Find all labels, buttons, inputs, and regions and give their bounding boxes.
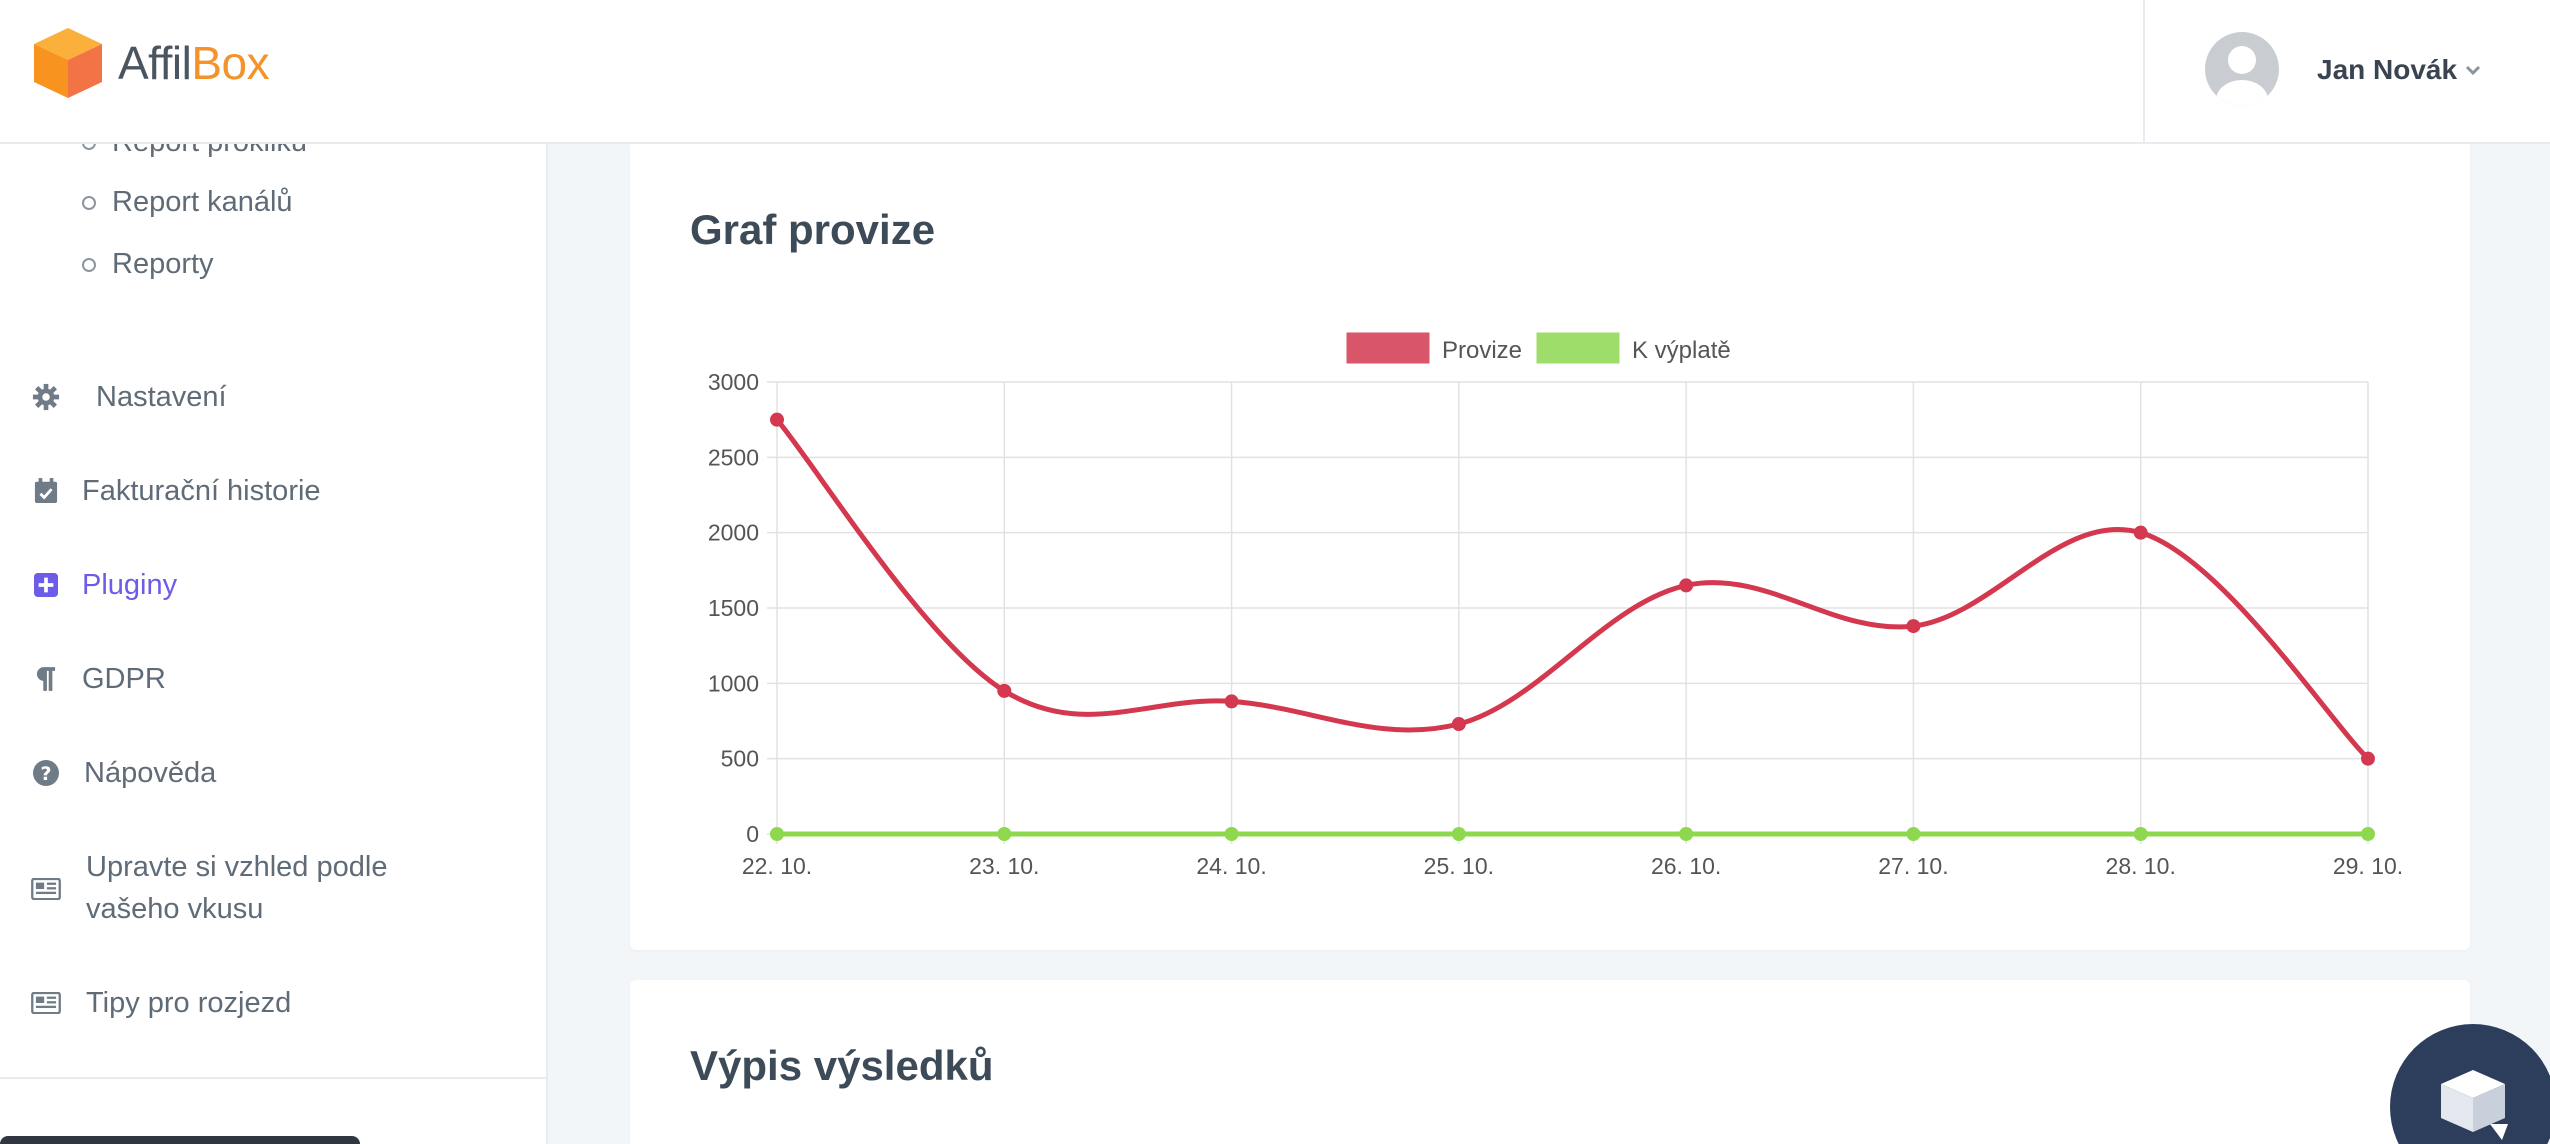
sidebar-item-nastaveni[interactable]: Nastavení [30,376,227,418]
data-point-series-1 [1224,827,1239,841]
user-name[interactable]: Jan Novák [2317,54,2458,85]
sidebar-item-tipy-pro-rozjezd[interactable]: Tipy pro rozjezd [30,982,291,1024]
chevron-down-icon[interactable] [2459,56,2487,84]
y-tick-label: 1000 [708,670,759,696]
x-tick-label: 26. 10. [1651,853,1721,879]
data-point-series-0 [1906,619,1921,634]
results-card: Výpis výsledků [630,980,2470,1144]
data-point-series-0 [770,412,784,427]
sidebar-divider [0,1077,546,1079]
y-tick-label: 1500 [708,595,759,621]
bullet-icon [82,195,96,210]
sidebar-item-pluginy[interactable]: Pluginy [30,564,177,606]
data-point-series-1 [770,827,784,841]
data-point-series-1 [2361,827,2375,841]
gear-icon [30,376,62,418]
data-point-series-0 [1224,694,1239,709]
sidebar-subitem-label: Report prokliků [112,144,307,159]
brand-name: AffilBox [118,37,270,89]
legend-label: K výplatě [1632,337,1731,364]
x-tick-label: 28. 10. [2106,853,2176,879]
sidebar-item-label: Nápověda [84,757,217,789]
newspaper-icon [30,982,62,1024]
sidebar-item-label: Tipy pro rozjezd [86,987,292,1019]
legend-swatch [1536,332,1620,364]
series-line-0 [775,418,2370,761]
user-avatar-icon[interactable] [2205,32,2279,106]
y-tick-label: 0 [746,821,759,847]
user-menu[interactable]: Jan Novák [2143,0,2550,144]
data-point-series-1 [1679,827,1694,841]
bullet-icon [82,144,96,150]
brand-logo[interactable]: AffilBox [32,26,270,100]
sidebar-footer-edge [0,1136,360,1144]
y-tick-label: 3000 [708,369,759,395]
data-point-series-0 [2361,751,2375,766]
sidebar-item-napoveda[interactable]: ? Nápověda [30,752,216,794]
x-tick-label: 22. 10. [742,853,812,879]
sidebar-subitem-report-kanalu[interactable]: Report kanálů [82,186,293,219]
sidebar-subitem-report-prokliku[interactable]: Report prokliků [82,144,307,159]
data-point-series-0 [2133,525,2148,540]
sidebar-subitem-label: Report kanálů [112,186,293,218]
svg-text:?: ? [40,763,51,785]
sidebar-subitem-reporty[interactable]: Reporty [82,248,214,281]
sidebar-item-label: Nastavení [96,381,227,413]
x-tick-label: 25. 10. [1424,853,1494,879]
commission-line-chart: 0 500 1000 1500 2000 2500 3000 22. 10. 23. 10. 24… [708,332,2403,879]
plus-square-icon [30,564,62,606]
sidebar-item-gdpr[interactable]: GDPR [30,658,166,700]
data-point-series-0 [1451,717,1466,732]
sidebar-item-label: Upravte si vzhled podle vašeho vkusu [86,846,387,930]
chart-card-title: Graf provize [690,206,936,253]
sidebar-item-label: Pluginy [82,569,178,601]
x-tick-label: 23. 10. [969,853,1039,879]
newspaper-icon [30,868,62,910]
sidebar-item-label-line2: vašeho vkusu [86,893,264,925]
x-tick-label: 27. 10. [1878,853,1948,879]
sidebar-item-upravte-vzhled[interactable]: Upravte si vzhled podle vašeho vkusu [30,846,387,930]
chart-card: Graf provize 0 500 1000 1500 2000 2500 3000 22.… [630,144,2470,950]
data-point-series-0 [997,683,1012,698]
data-point-series-1 [1906,827,1921,841]
x-tick-label: 29. 10. [2333,853,2403,879]
legend-swatch [1346,332,1430,364]
top-header: AffilBox Jan Novák [0,0,2550,144]
question-circle-icon: ? [30,752,62,794]
chat-widget-button[interactable] [2390,1024,2550,1144]
results-card-title: Výpis výsledků [690,1042,994,1089]
paragraph-icon [30,658,62,700]
y-tick-label: 2000 [708,520,759,546]
sidebar-item-label: GDPR [82,663,166,695]
chat-cube-icon [2441,1070,2508,1140]
data-point-series-1 [2133,827,2148,841]
sidebar-item-fakturacni-historie[interactable]: Fakturační historie [30,470,321,512]
y-tick-label: 2500 [708,444,759,470]
sidebar-item-label: Fakturační historie [82,475,321,507]
cube-logo-icon [34,28,102,98]
data-point-series-1 [1451,827,1466,841]
sidebar-subitem-label: Reporty [112,248,214,280]
data-point-series-0 [1679,578,1694,593]
legend-label: Provize [1442,337,1522,364]
x-tick-label: 24. 10. [1196,853,1266,879]
y-tick-label: 500 [721,746,759,772]
calendar-check-icon [30,470,62,512]
bullet-icon [82,257,96,272]
sidebar: Report prokliků Report kanálů Reporty Na… [0,144,548,1144]
data-point-series-1 [997,827,1012,841]
sidebar-item-label-line1: Upravte si vzhled podle [86,851,388,883]
